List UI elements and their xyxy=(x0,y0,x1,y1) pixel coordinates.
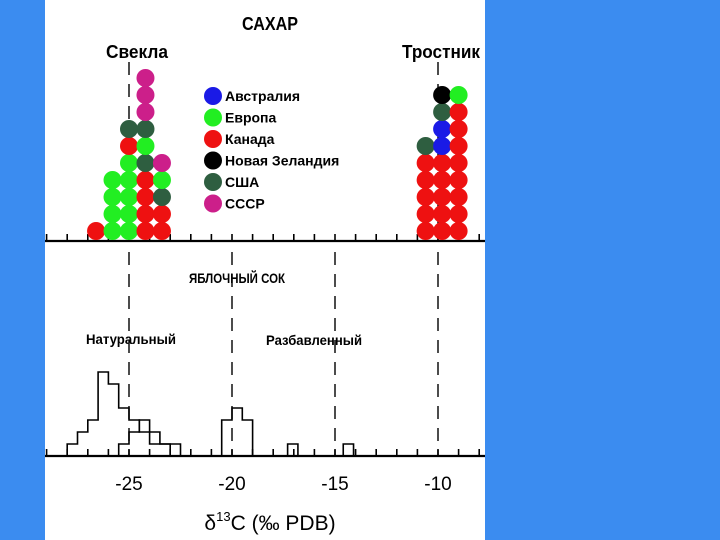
dot-Канада xyxy=(433,154,452,172)
reference-lines xyxy=(128,62,439,456)
dot-США xyxy=(416,137,435,155)
x-axis-label: δ13C (‰ PDB) xyxy=(204,509,335,535)
dot-Европа xyxy=(152,171,171,189)
dot-Канада xyxy=(449,205,468,223)
legend-label: Австралия xyxy=(225,88,300,104)
dot-Канада xyxy=(152,222,171,240)
dot-Европа xyxy=(120,154,138,172)
left-blue-strip xyxy=(0,0,45,540)
dot-Канада xyxy=(449,120,468,138)
dot-США xyxy=(120,120,138,138)
beet-label: Свекла xyxy=(106,42,169,62)
dot-США xyxy=(152,188,171,206)
dot-Канада xyxy=(449,103,468,121)
dot-США xyxy=(136,120,155,138)
dot-Канада xyxy=(136,205,155,223)
right-blue-panel xyxy=(485,0,720,540)
diluted-histogram xyxy=(220,407,254,456)
legend-label: Европа xyxy=(225,110,277,126)
legend-swatch xyxy=(204,87,222,105)
dot-Канада xyxy=(152,205,171,223)
x-axis-label-delta: δ xyxy=(204,512,216,535)
dot-Канада xyxy=(449,137,468,155)
legend-label: СССР xyxy=(225,196,265,212)
dot-Европа xyxy=(136,137,155,155)
diluted-label: Разбавленный xyxy=(266,332,362,348)
cane-label: Тростник xyxy=(402,42,481,62)
dot-Европа xyxy=(120,222,138,240)
dot-Европа xyxy=(120,171,138,189)
dot-Канада xyxy=(433,171,452,189)
dot-Европа xyxy=(103,188,122,206)
dot-Канада xyxy=(449,222,468,240)
dot-Европа xyxy=(120,188,138,206)
dot-Канада xyxy=(449,171,468,189)
legend-label: Канада xyxy=(225,131,275,147)
x-tick-label: -20 xyxy=(218,474,245,495)
dot-Европа xyxy=(103,205,122,223)
dot-СССР xyxy=(136,86,155,104)
dot-Европа xyxy=(103,222,122,240)
x-axis-label-rest: C (‰ PDB) xyxy=(231,512,336,535)
dot-Канада xyxy=(449,188,468,206)
dot-СССР xyxy=(136,69,155,87)
dot-Европа xyxy=(103,171,122,189)
dot-Австралия xyxy=(433,137,452,155)
dot-Канада xyxy=(416,222,435,240)
dot-Европа xyxy=(120,205,138,223)
dot-histogram xyxy=(87,69,468,240)
dot-Канада xyxy=(136,222,155,240)
dot-Канада xyxy=(416,188,435,206)
dot-Канада xyxy=(433,188,452,206)
diluted-histogram xyxy=(286,443,299,456)
diluted-histogram xyxy=(342,443,355,456)
x-tick-label: -25 xyxy=(115,474,142,495)
dot-Канада xyxy=(87,222,106,240)
x-tick-label: -15 xyxy=(321,474,348,495)
legend-swatch xyxy=(204,130,222,148)
legend-swatch xyxy=(204,194,222,213)
legend-label: Новая Зеландия xyxy=(225,153,339,169)
legend: Австралия Европа Канада Новая Зеландия США СС… xyxy=(204,87,339,213)
x-axis-label-sup: 13 xyxy=(216,509,230,524)
dot-Канада xyxy=(120,137,138,155)
dot-Европа xyxy=(449,86,468,104)
diluted-histogram xyxy=(117,419,171,456)
dot-Канада xyxy=(416,154,435,172)
dot-Канада xyxy=(416,205,435,223)
dot-СССР xyxy=(152,154,171,172)
dot-США xyxy=(136,154,155,172)
dot-Канада xyxy=(136,171,155,189)
apple-juice-title: ЯБЛОЧНЫЙ СОК xyxy=(189,269,285,286)
sugar-title: САХАР xyxy=(242,14,298,34)
dot-Канада xyxy=(433,205,452,223)
dot-Канада xyxy=(449,154,468,172)
legend-swatch xyxy=(204,151,222,170)
legend-swatch xyxy=(204,173,222,191)
dot-США xyxy=(433,103,452,121)
legend-label: США xyxy=(225,174,259,190)
dot-Австралия xyxy=(433,120,452,138)
x-tick-label: -10 xyxy=(424,474,451,495)
natural-histogram xyxy=(66,371,182,456)
legend-swatch xyxy=(204,108,222,127)
dot-Новая Зеландия xyxy=(433,86,452,104)
juice-histograms xyxy=(66,371,355,456)
dot-Канада xyxy=(416,171,435,189)
dot-Канада xyxy=(433,222,452,240)
dot-Канада xyxy=(136,188,155,206)
dot-СССР xyxy=(136,103,155,121)
natural-label: Натуральный xyxy=(86,331,176,347)
x-tick-labels: -25 -20 -15 -10 xyxy=(115,474,451,495)
